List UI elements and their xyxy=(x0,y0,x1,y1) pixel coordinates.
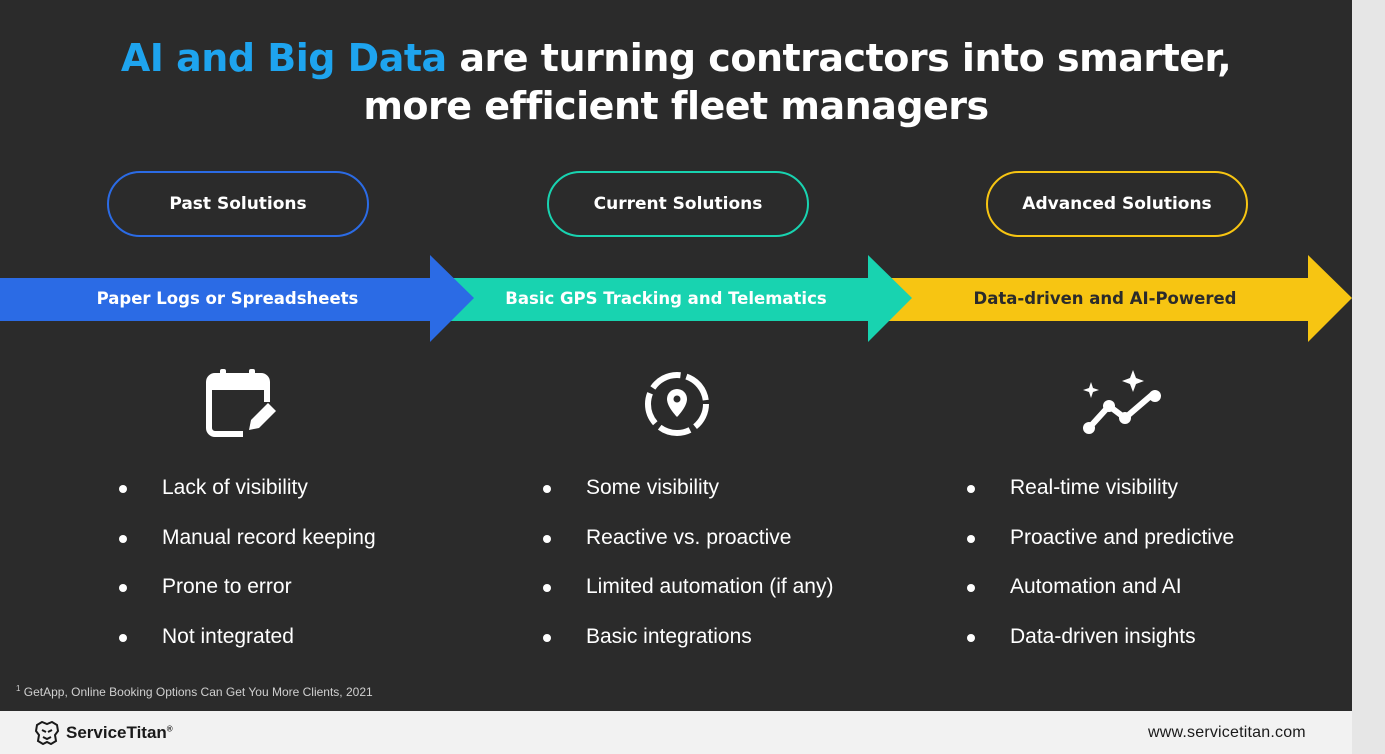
arrow-blue xyxy=(0,255,474,342)
location-target-icon xyxy=(645,372,709,436)
pill-current-solutions: Current Solutions xyxy=(547,171,809,237)
trademark: ® xyxy=(166,724,173,734)
slide-title: AI and Big Data are turning contractors … xyxy=(0,34,1352,130)
servicetitan-logo: ServiceTitan® xyxy=(34,721,173,745)
footer-url: www.servicetitan.com xyxy=(1148,724,1306,741)
footnote-marker: 1 xyxy=(16,684,21,693)
bullet-list-advanced: Real-time visibility Proactive and predi… xyxy=(964,470,1234,668)
pill-past-solutions: Past Solutions xyxy=(107,171,369,237)
brand-name: ServiceTitan xyxy=(66,723,167,742)
arrow-label-past: Paper Logs or Spreadsheets xyxy=(96,288,359,308)
list-item: Real-time visibility xyxy=(964,470,1234,520)
pill-label: Advanced Solutions xyxy=(1022,194,1212,214)
bullet-list-past: Lack of visibility Manual record keeping… xyxy=(116,470,376,668)
arrow-label-current: Basic GPS Tracking and Telematics xyxy=(505,288,827,308)
arrow-teal xyxy=(430,255,912,342)
list-item: Automation and AI xyxy=(964,569,1234,619)
pill-label: Past Solutions xyxy=(169,194,307,214)
list-item: Reactive vs. proactive xyxy=(540,520,833,570)
pill-label: Current Solutions xyxy=(593,194,763,214)
list-item: Proactive and predictive xyxy=(964,520,1234,570)
bullet-list-current: Some visibility Reactive vs. proactive L… xyxy=(540,470,833,668)
list-item: Prone to error xyxy=(116,569,376,619)
footnote-text: GetApp, Online Booking Options Can Get Y… xyxy=(20,685,373,699)
list-item: Lack of visibility xyxy=(116,470,376,520)
list-item: Limited automation (if any) xyxy=(540,569,833,619)
list-item: Some visibility xyxy=(540,470,833,520)
footnote: 1 GetApp, Online Booking Options Can Get… xyxy=(16,684,373,699)
right-gutter xyxy=(1352,0,1385,754)
titan-head-icon xyxy=(34,721,60,745)
list-item: Data-driven insights xyxy=(964,619,1234,669)
sparkle-trend-icon xyxy=(1083,370,1161,434)
list-item: Not integrated xyxy=(116,619,376,669)
title-line1: are turning contractors into smarter, xyxy=(446,36,1232,80)
list-item: Manual record keeping xyxy=(116,520,376,570)
list-item: Basic integrations xyxy=(540,619,833,669)
title-accent: AI and Big Data xyxy=(120,36,447,80)
calendar-edit-icon xyxy=(206,369,276,437)
footer-bar xyxy=(0,711,1352,754)
arrow-yellow xyxy=(860,255,1352,342)
pill-advanced-solutions: Advanced Solutions xyxy=(986,171,1248,237)
timeline-arrows xyxy=(0,255,1352,342)
arrow-label-advanced: Data-driven and AI-Powered xyxy=(973,288,1237,308)
title-line2: more efficient fleet managers xyxy=(363,84,989,128)
slide: AI and Big Data are turning contractors … xyxy=(0,0,1352,711)
